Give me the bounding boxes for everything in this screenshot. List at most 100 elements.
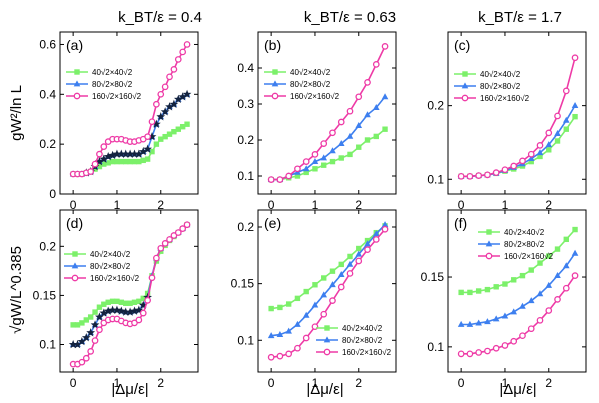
legend-swatch-marker [461, 94, 469, 102]
y-tick-label: 0.3 [237, 97, 254, 111]
data-point-square [136, 158, 142, 165]
data-point-star [95, 157, 104, 166]
data-point-star [116, 306, 126, 315]
data-point-square [114, 158, 120, 165]
y-tick-label: 0 [49, 187, 56, 201]
data-point-square [127, 158, 133, 165]
series-line-40 [461, 116, 576, 178]
x-tick-label: 1 [312, 376, 319, 390]
data-point-triangle [571, 102, 579, 109]
x-tick-label: 0 [458, 198, 465, 212]
data-point-circle [484, 171, 491, 179]
data-point-square [303, 169, 309, 176]
plot-frame [447, 31, 587, 195]
legend-entry: 160√2×160√2 [480, 94, 530, 103]
data-point-square [268, 305, 274, 312]
data-point-star [86, 328, 96, 337]
column-title-3: k_BT/ε = 1.7 [478, 9, 562, 26]
data-point-circle [355, 257, 363, 265]
data-point-square [329, 268, 336, 274]
data-point-triangle [466, 320, 474, 327]
data-point-star [103, 152, 113, 161]
series-40 [458, 113, 578, 180]
x-tick-label: 2 [545, 198, 552, 212]
data-point-circle [510, 162, 518, 170]
data-point-square [118, 158, 125, 165]
data-point-square [114, 298, 120, 305]
series-160 [267, 43, 389, 183]
data-point-circle [170, 66, 178, 73]
data-point-square [373, 133, 379, 140]
data-point-triangle [276, 331, 284, 338]
data-point-triangle [337, 140, 345, 146]
data-point-circle [100, 143, 108, 150]
series-80 [267, 221, 389, 339]
data-point-square [123, 300, 129, 306]
data-point-square [475, 288, 482, 294]
data-point-star [147, 132, 157, 141]
data-point-star [125, 149, 135, 158]
data-point-circle [501, 342, 509, 349]
legend: 40√2×40√2 80√2×80√2 160√2×160√2 [66, 68, 142, 101]
data-point-circle [527, 150, 535, 158]
data-point-square [312, 166, 318, 172]
data-point-square [467, 289, 473, 296]
plot-frame [59, 209, 199, 373]
data-point-star [156, 112, 166, 121]
data-point-triangle [492, 315, 500, 322]
data-point-triangle [320, 154, 328, 161]
legend-entry: 80√2×80√2 [290, 80, 331, 89]
data-point-triangle [475, 319, 482, 326]
data-point-star [68, 339, 78, 349]
data-point-star [77, 336, 87, 346]
data-point-circle [457, 350, 465, 358]
data-point-circle [170, 232, 178, 239]
y-tick-label: 0.1 [427, 172, 444, 186]
data-point-circle [183, 41, 191, 48]
data-point-triangle [381, 93, 389, 100]
data-point-star [134, 149, 144, 158]
data-point-circle [144, 296, 151, 304]
legend-swatch-marker [324, 325, 330, 331]
x-tick-label: 1 [114, 198, 121, 212]
legend: 40√2×40√2 80√2×80√2 160√2×160√2 [264, 68, 340, 101]
data-point-circle [536, 142, 544, 149]
data-point-square [105, 160, 111, 166]
data-point-circle [82, 354, 90, 362]
data-point-triangle [337, 270, 345, 277]
series-160 [69, 221, 191, 368]
data-point-square [572, 113, 578, 120]
data-point-triangle [562, 116, 570, 123]
data-point-circle [157, 90, 165, 98]
data-point-circle [364, 246, 371, 254]
data-point-square [382, 126, 388, 132]
data-point-triangle [302, 165, 310, 172]
data-point-triangle [355, 250, 363, 257]
data-point-circle [475, 172, 483, 179]
data-point-circle [364, 79, 371, 86]
y-tick-label: 0.15 [33, 288, 57, 302]
y-tick-label: 0.2 [39, 137, 56, 151]
data-point-triangle [527, 297, 535, 304]
data-point-circle [519, 332, 526, 340]
series-160 [267, 225, 389, 361]
data-point-circle [161, 240, 169, 247]
data-point-square [162, 133, 168, 140]
data-point-circle [346, 107, 354, 115]
data-point-star [73, 339, 82, 349]
y-tick-label: 0.1 [237, 333, 254, 347]
data-point-circle [276, 352, 284, 360]
data-point-square [364, 137, 371, 143]
data-point-star [121, 149, 131, 158]
data-point-circle [87, 348, 95, 355]
data-point-circle [153, 100, 160, 108]
data-point-circle [562, 284, 570, 292]
data-point-circle [100, 319, 108, 327]
chart-panel-a: 0 1 2 0 0.2 0.4 0.6 (a) 40√2×40√2 80√2×80√2 160√2×… [39, 31, 199, 212]
data-point-square [511, 277, 517, 283]
panel-label: (a) [66, 37, 83, 53]
data-point-circle [174, 56, 182, 63]
data-point-triangle [364, 111, 371, 118]
data-point-square [127, 300, 133, 306]
